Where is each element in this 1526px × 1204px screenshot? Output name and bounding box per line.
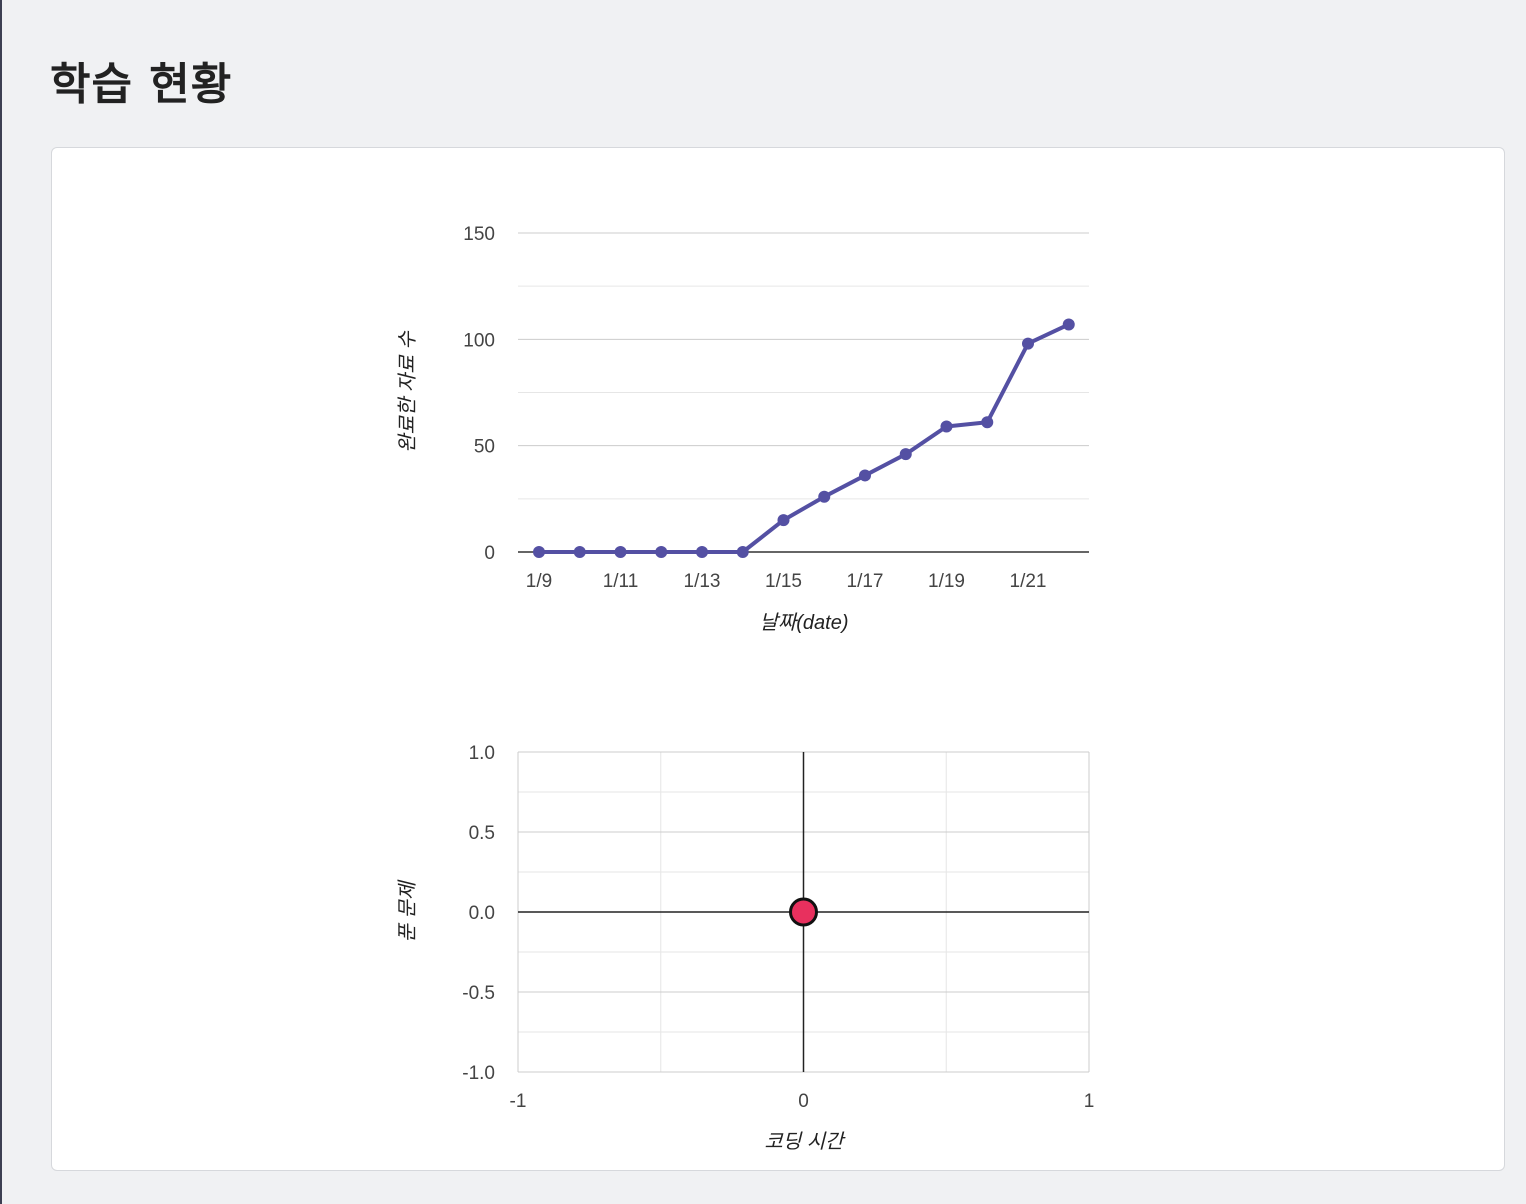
- x-tick-label: 1/11: [603, 571, 639, 592]
- y-tick-label: 50: [474, 437, 495, 458]
- data-point: [696, 546, 708, 558]
- y-tick-label: -0.5: [462, 983, 495, 1004]
- y-tick-label: 0.5: [469, 823, 495, 844]
- data-point: [1062, 318, 1075, 331]
- x-tick-label: 1: [1084, 1091, 1095, 1112]
- data-point: [655, 546, 668, 558]
- y-tick-label: 100: [463, 330, 495, 351]
- scatter-chart: 1.0 0.5 0.0 -0.5 -1.0 -1 0 1 코딩 시간 푼 문제: [397, 743, 1094, 1153]
- x-axis-title: 코딩 시간: [764, 1131, 846, 1153]
- x-tick-label: 0: [798, 1091, 809, 1112]
- chart-card: [51, 147, 1505, 1171]
- line-chart: 0 50 100 150 1/9 1/11 1/13 1/15 1/17 1/19 1/21 날짜(d…: [397, 224, 1089, 634]
- y-axis-title: 완료한 자료 수: [397, 331, 419, 453]
- window-left-border: [0, 0, 2, 1204]
- y-tick-label: 1.0: [469, 743, 495, 764]
- data-point: [940, 420, 953, 433]
- x-tick-label: 1/15: [765, 571, 802, 592]
- data-point: [777, 514, 790, 527]
- data-point: [736, 546, 749, 558]
- y-tick-label: 150: [463, 224, 495, 245]
- data-point: [573, 546, 586, 558]
- y-tick-label: -1.0: [462, 1063, 495, 1084]
- data-point: [614, 546, 627, 558]
- series-line: [539, 322, 1070, 554]
- y-tick-label: 0: [484, 543, 495, 564]
- x-tick-label: 1/9: [526, 571, 552, 592]
- x-tick-label: -1: [510, 1091, 527, 1112]
- data-point: [981, 416, 994, 429]
- data-point: [859, 469, 871, 482]
- x-tick-label: 1/13: [684, 571, 721, 592]
- scatter-point: [789, 897, 818, 927]
- x-axis-title: 날짜(date): [759, 612, 848, 634]
- data-point: [533, 546, 545, 558]
- data-point: [899, 448, 912, 461]
- x-tick-label: 1/17: [847, 571, 884, 592]
- x-tick-label: 1/19: [928, 571, 965, 592]
- y-tick-label: 0.0: [469, 903, 495, 924]
- page-title: 학습 현황: [50, 59, 233, 110]
- data-point: [818, 490, 831, 503]
- data-point: [1022, 337, 1034, 350]
- x-tick-label: 1/21: [1010, 571, 1047, 592]
- y-axis-title: 푼 문제: [397, 879, 419, 942]
